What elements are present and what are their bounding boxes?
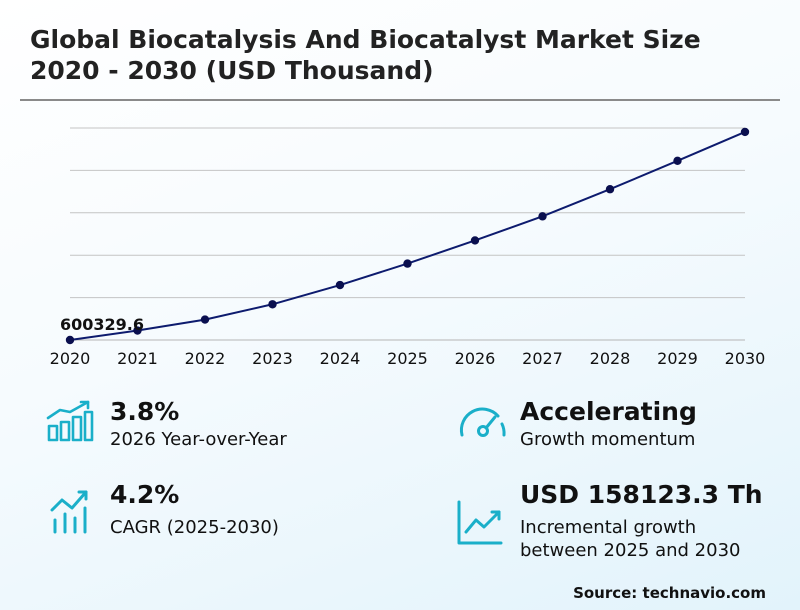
x-tick-label: 2023 — [252, 349, 293, 368]
yoy-value: 3.8% — [110, 397, 180, 426]
incremental-value: USD 158123.3 Th — [520, 480, 763, 509]
x-tick-label: 2021 — [117, 349, 158, 368]
x-tick-label: 2022 — [185, 349, 226, 368]
momentum-value: Accelerating — [520, 397, 697, 426]
data-point — [673, 156, 682, 166]
data-point — [605, 185, 615, 194]
data-point — [133, 326, 142, 335]
x-tick-label: 2020 — [50, 349, 91, 368]
x-tick-label: 2027 — [522, 349, 563, 368]
chart-series — [65, 127, 750, 345]
x-tick-label: 2029 — [657, 349, 698, 368]
cagr-label: CAGR (2025-2030) — [110, 517, 279, 538]
series-line — [69, 131, 746, 341]
data-point — [65, 335, 75, 345]
x-tick-label: 2026 — [455, 349, 496, 368]
x-tick-label: 2030 — [725, 349, 766, 368]
data-point — [335, 280, 345, 290]
source-credit: Source: technavio.com — [573, 584, 766, 602]
chart-data-labels: 600329.6 — [60, 315, 144, 334]
data-point — [268, 300, 277, 309]
trend-bars-icon — [50, 490, 88, 534]
x-tick-label: 2024 — [320, 349, 361, 368]
title-divider — [20, 99, 780, 101]
line-chart: 2020 2021 2022 2023 2024 2025 2026 2027 2028 2029… — [50, 127, 766, 368]
bar-chart-growth-icon — [46, 400, 94, 442]
data-point — [740, 127, 750, 137]
data-point — [470, 236, 480, 245]
x-tick-label: 2028 — [590, 349, 631, 368]
incremental-label-line2: between 2025 and 2030 — [520, 540, 741, 561]
line-chart-frame-icon — [457, 500, 503, 545]
cagr-value: 4.2% — [110, 480, 180, 509]
data-point — [403, 259, 412, 268]
chart-gridlines — [70, 127, 745, 341]
data-label: 600329.6 — [60, 315, 144, 334]
data-point — [538, 212, 547, 221]
x-axis-ticks: 2020 2021 2022 2023 2024 2025 2026 2027 2028 2029… — [50, 349, 766, 368]
yoy-label: 2026 Year-over-Year — [110, 429, 287, 450]
data-point — [200, 315, 210, 324]
x-tick-label: 2025 — [387, 349, 428, 368]
chart-title: Global Biocatalysis And Biocatalyst Mark… — [30, 25, 701, 85]
incremental-label-line1: Incremental growth — [520, 517, 697, 538]
momentum-label: Growth momentum — [520, 429, 696, 450]
gauge-icon — [459, 407, 506, 437]
